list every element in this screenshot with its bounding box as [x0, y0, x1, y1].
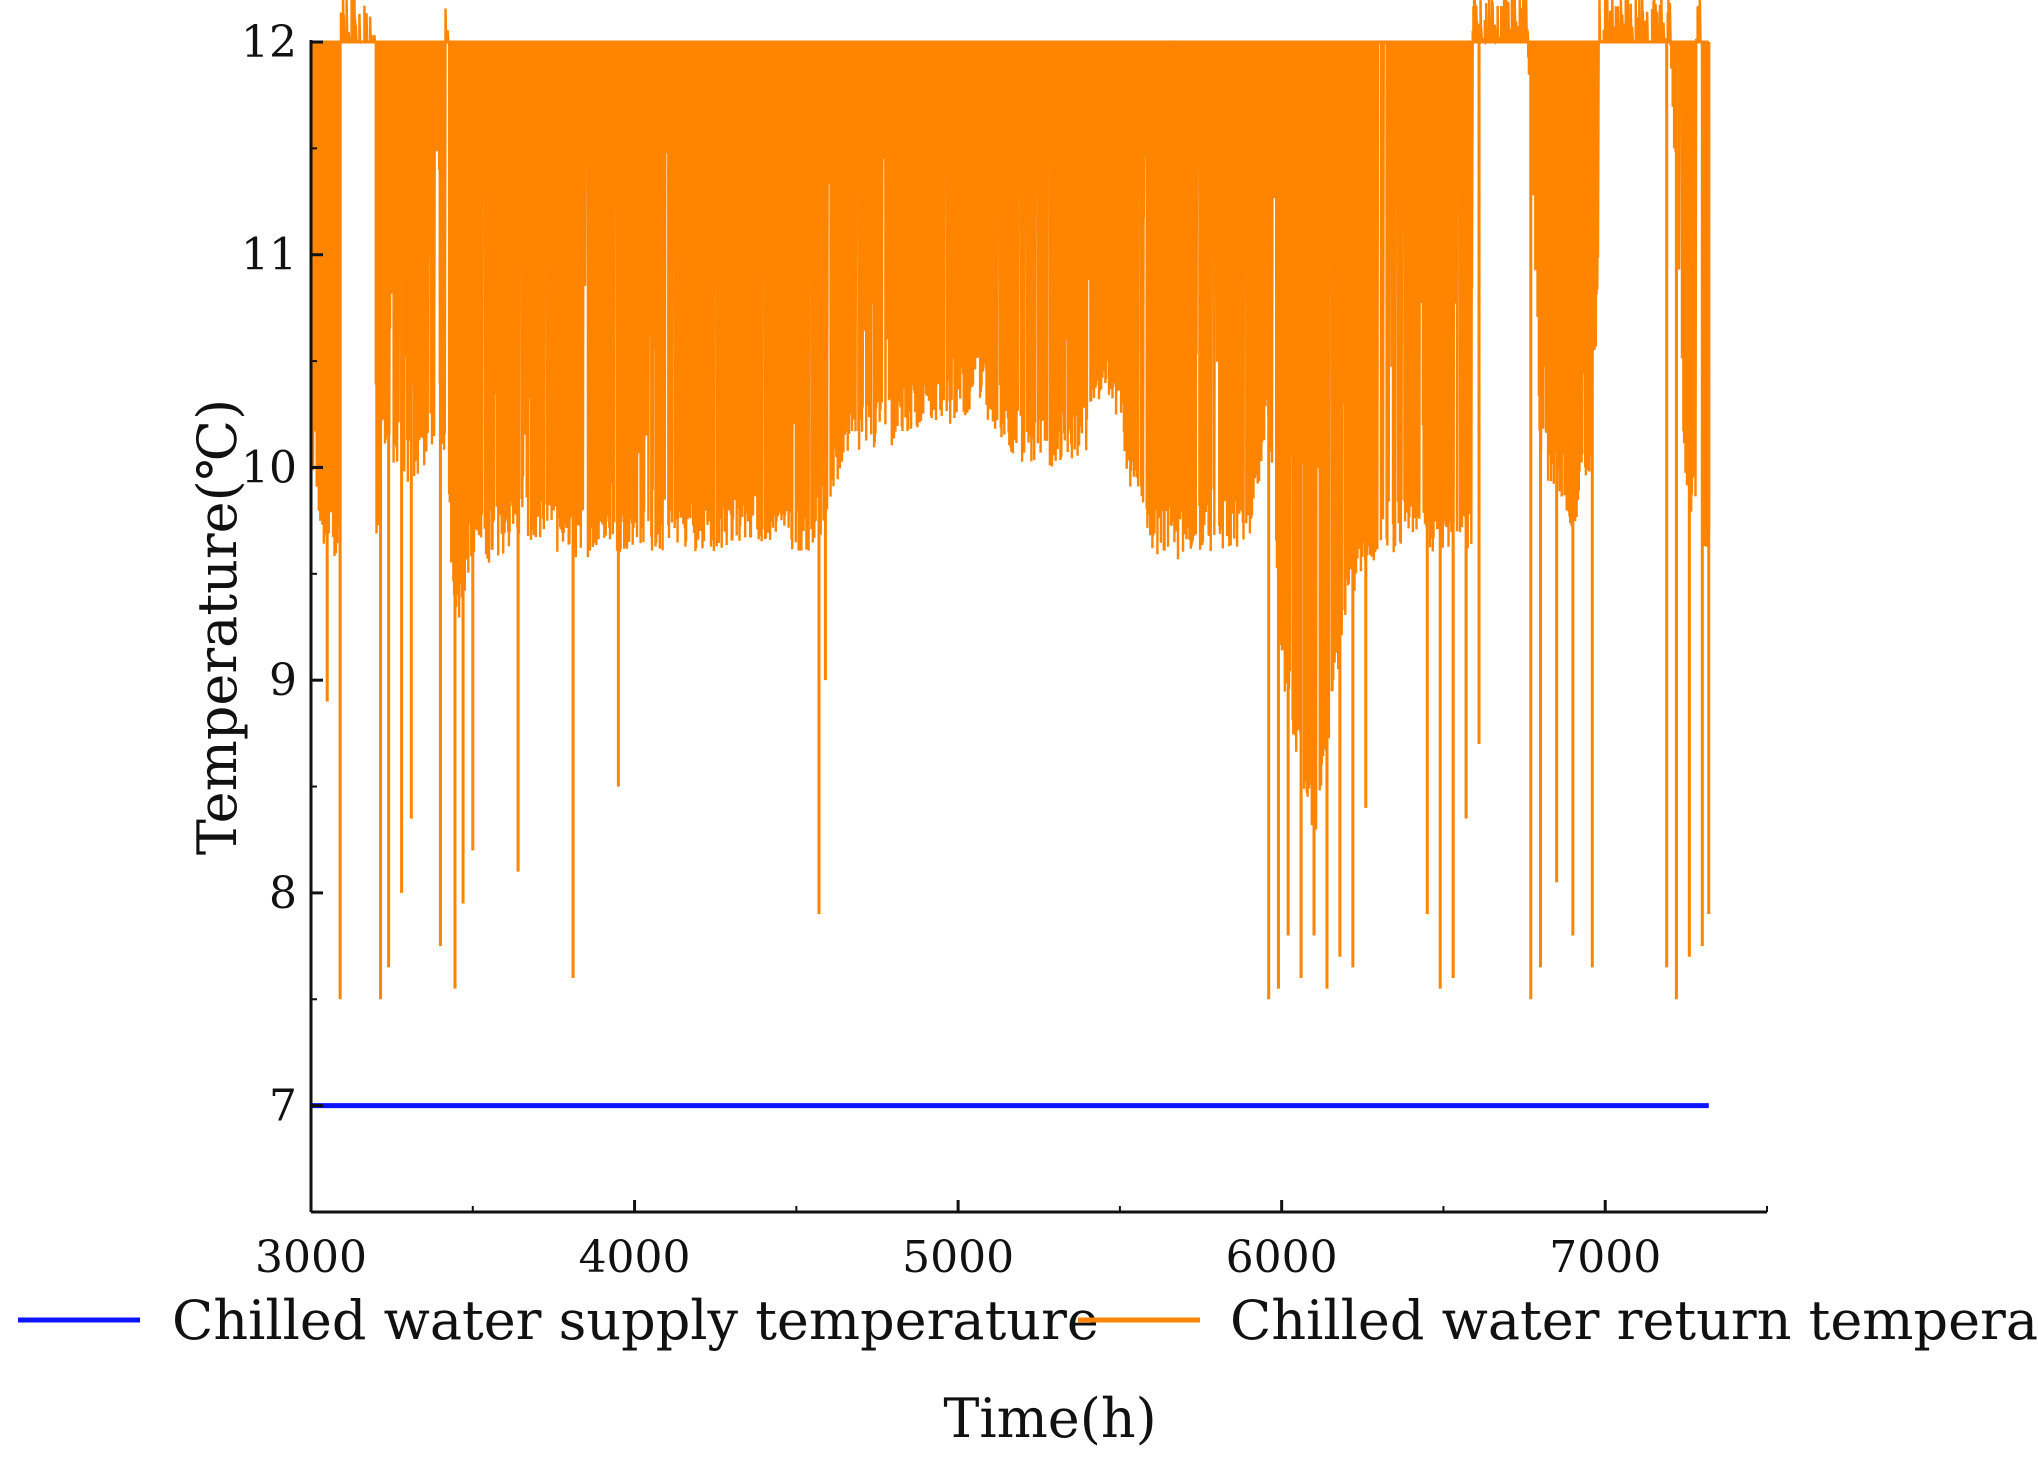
axes: 7 8 9 10 11 12 3000 4000 5000 6000 7000	[241, 17, 1768, 1283]
plot-area	[309, 0, 1711, 1109]
chart-labels: Temperature(℃) Time(h)	[186, 399, 1157, 1450]
y-tick-label: 7	[269, 1081, 297, 1132]
y-tick-label: 11	[241, 230, 297, 281]
y-tick-label: 12	[241, 17, 297, 68]
y-tick-label: 9	[269, 655, 297, 706]
y-axis-title: Temperature(℃)	[186, 399, 249, 855]
x-axis-title: Time(h)	[943, 1387, 1156, 1450]
y-tick-label: 10	[241, 442, 297, 493]
x-tick-label: 3000	[255, 1232, 367, 1283]
x-tick-label: 7000	[1549, 1232, 1661, 1283]
x-tick-label: 5000	[902, 1232, 1014, 1283]
y-tick-label: 8	[269, 868, 297, 919]
series-return-line	[309, 0, 1710, 830]
legend-label-return: Chilled water return temperature	[1230, 1289, 2038, 1352]
legend-label-supply: Chilled water supply temperature	[172, 1289, 1099, 1352]
x-tick-label: 6000	[1226, 1232, 1338, 1283]
legend: Chilled water supply temperature Chilled…	[18, 1289, 2038, 1352]
x-tick-label: 4000	[579, 1232, 691, 1283]
